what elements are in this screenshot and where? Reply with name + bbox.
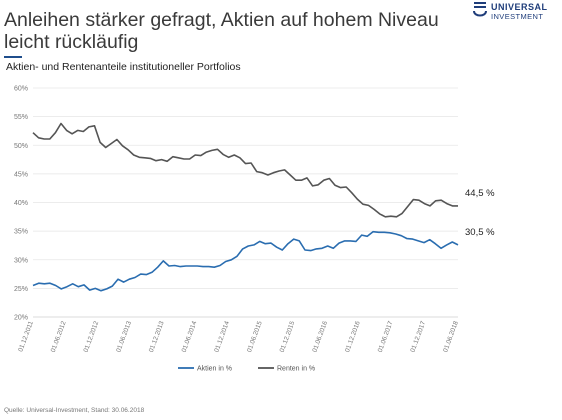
- x-axis: 01.12.2011 01.06.2012 01.12.2012 01.06.2013…: [17, 320, 460, 353]
- y-tick-label: 45%: [14, 171, 28, 178]
- y-tick-label: 30%: [14, 257, 28, 264]
- x-tick-label: 01.12.2012: [83, 320, 101, 353]
- source-note: Quelle: Universal-Investment, Stand: 30.…: [4, 407, 145, 414]
- brand-logo: UNIVERSAL INVESTMENT: [472, 0, 562, 24]
- logo-text-universal: UNIVERSAL: [491, 2, 548, 12]
- legend: Aktien in % Renten in %: [178, 366, 315, 373]
- x-tick-label: 01.12.2011: [17, 320, 35, 353]
- y-tick-label: 25%: [14, 286, 28, 293]
- y-tick-label: 40%: [14, 200, 28, 207]
- end-label-aktien: 30,5 %: [465, 227, 495, 238]
- line-chart: 20%25%30%35%40%45%50%55%60% 01.12.2011 01…: [14, 86, 495, 373]
- x-tick-label: 01.06.2012: [50, 320, 68, 353]
- headline: Anleihen stärker gefragt, Aktien auf hoh…: [4, 9, 439, 53]
- logo-text-investment: INVESTMENT: [491, 12, 544, 21]
- x-tick-label: 01.12.2014: [213, 320, 231, 353]
- x-tick-label: 01.06.2014: [181, 320, 199, 353]
- legend-label-renten: Renten in %: [277, 366, 315, 373]
- legend-label-aktien: Aktien in %: [197, 366, 232, 373]
- series-lines: [32, 122, 459, 292]
- y-tick-label: 50%: [14, 143, 28, 150]
- chart-grid: [33, 87, 458, 318]
- accent-rule: [4, 56, 22, 58]
- x-tick-label: 01.06.2017: [377, 320, 395, 353]
- logo-mark-icon: [473, 2, 487, 17]
- y-tick-label: 60%: [14, 86, 28, 93]
- y-tick-label: 20%: [14, 315, 28, 322]
- end-labels: 30,5 % 44,5 %: [465, 188, 495, 238]
- x-tick-label: 01.06.2015: [246, 320, 264, 353]
- x-tick-label: 01.12.2016: [344, 320, 362, 353]
- x-tick-label: 01.06.2016: [311, 320, 329, 353]
- y-tick-label: 35%: [14, 229, 28, 236]
- series-line-aktien: [32, 230, 459, 292]
- x-tick-label: 01.12.2015: [279, 320, 297, 353]
- x-tick-label: 01.12.2017: [409, 320, 427, 353]
- y-tick-label: 55%: [14, 114, 28, 121]
- series-line-renten: [32, 122, 458, 218]
- y-axis: 20% 25% 30% 35% 40% 45% 50% 55% 60%: [14, 86, 28, 322]
- end-label-renten: 44,5 %: [465, 188, 495, 199]
- chart-subtitle: Aktien- und Rentenanteile institutionell…: [6, 61, 241, 73]
- x-tick-label: 01.06.2018: [442, 320, 460, 353]
- x-tick-label: 01.06.2013: [115, 320, 133, 353]
- x-tick-label: 01.12.2013: [148, 320, 166, 353]
